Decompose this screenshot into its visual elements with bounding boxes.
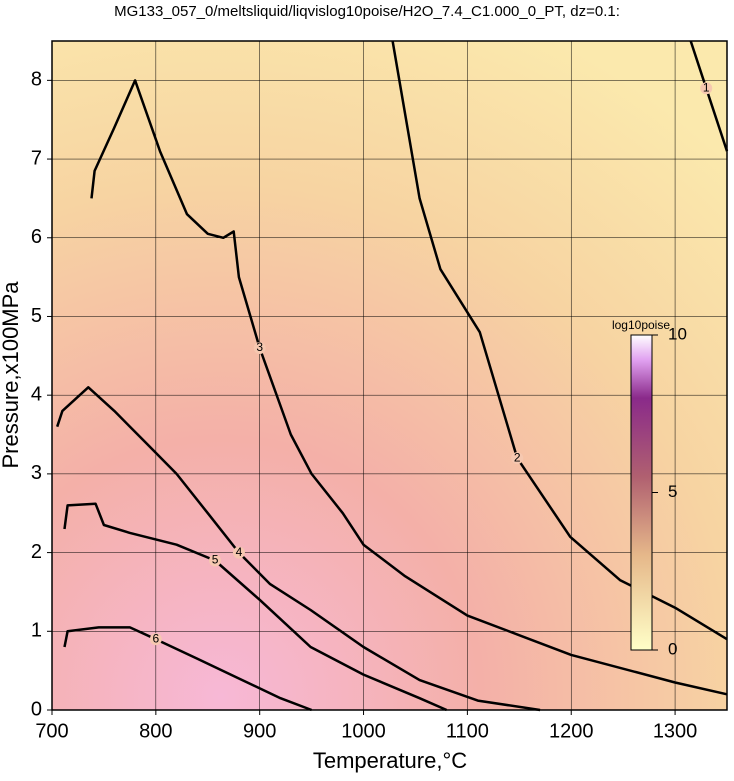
y-tick-label: 3 (31, 462, 42, 484)
x-tick-label: 1300 (653, 720, 698, 742)
contours: 1 2 3 4 5 6 (56, 40, 729, 712)
x-tick-label: 1100 (446, 720, 489, 742)
colorbar-label: log10poise (612, 318, 670, 332)
contour-label: 2 (514, 450, 521, 464)
contour-label: 3 (256, 340, 263, 354)
x-tick-label: 800 (139, 720, 172, 742)
contour-label-bg (700, 82, 713, 95)
contour-line (63, 502, 448, 712)
colorbar-tick-label: 5 (668, 482, 677, 501)
x-tick-label: 1200 (549, 720, 594, 742)
contour-label-bg (209, 554, 222, 567)
contour-label-bg (253, 341, 266, 354)
contour-label-bg (511, 452, 524, 465)
x-axis-label: Temperature,°C (313, 748, 467, 773)
x-tick-label: 700 (35, 720, 68, 742)
x-tick-label: 900 (243, 720, 276, 742)
plot-background (52, 41, 727, 710)
contour-label: 1 (703, 80, 710, 94)
colorbar (630, 334, 653, 651)
chart-title: MG133_057_0/meltsliquid/liqvislog10poise… (114, 3, 620, 20)
contour-label-bg (232, 546, 245, 559)
colorbar-tick-label: 0 (668, 639, 677, 658)
y-tick-label: 4 (31, 383, 42, 405)
colorbar-tick-label: 10 (668, 324, 687, 343)
contour-label: 5 (212, 553, 219, 567)
y-tick-label: 0 (31, 698, 42, 720)
plot-frame (51, 40, 728, 711)
y-tick-label: 1 (31, 620, 42, 642)
x-tick-label: 1000 (341, 720, 386, 742)
y-axis-label: Pressure,x100MPa (0, 281, 23, 469)
contour-label: 4 (236, 545, 243, 559)
y-tick-label: 5 (31, 305, 42, 327)
contour-line (90, 79, 728, 696)
y-tick-label: 6 (31, 226, 42, 248)
grid (51, 41, 727, 711)
contour-label-bg (149, 633, 162, 646)
y-tick-label: 7 (31, 147, 42, 169)
y-tick-label: 8 (31, 69, 42, 91)
contour-label: 6 (153, 631, 160, 645)
contour-line (56, 386, 541, 712)
y-tick-label: 2 (31, 541, 42, 563)
